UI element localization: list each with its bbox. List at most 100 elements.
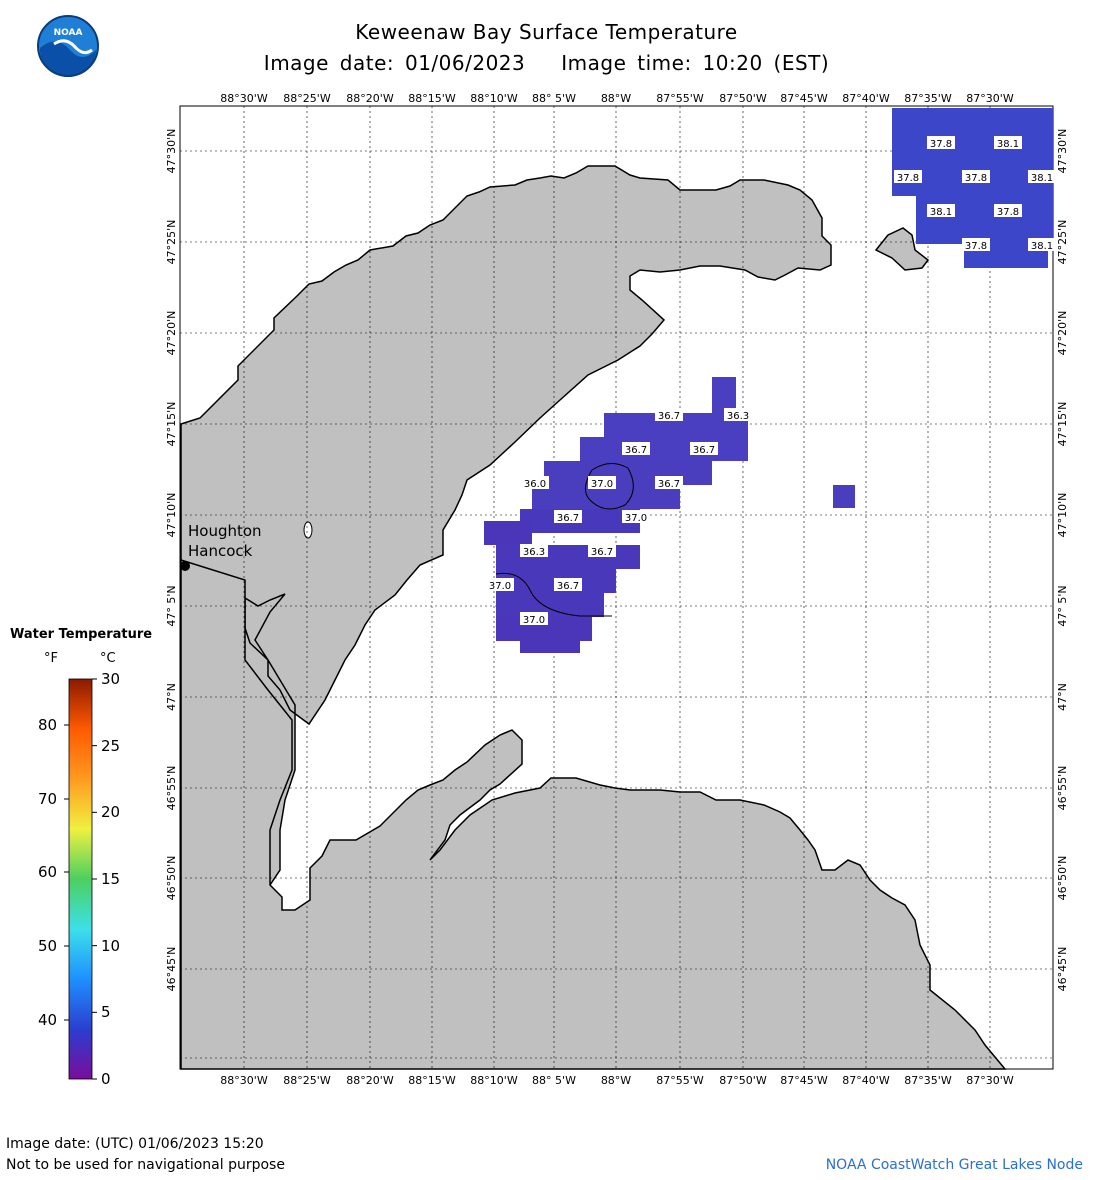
lon-label-bottom: 88° 5'W — [532, 1074, 576, 1087]
temperature-value-label: 37.8 — [962, 170, 990, 184]
lat-label-left: 47°30'N — [165, 129, 178, 174]
temperature-value-label: 37.8 — [894, 170, 922, 184]
lon-label-top: 87°40'W — [842, 92, 890, 105]
lon-label-top: 87°35'W — [904, 92, 952, 105]
temperature-value-label: 37.8 — [962, 238, 990, 252]
lon-label-top: 87°45'W — [780, 92, 828, 105]
temperature-value-labels: 37.8 38.1 37.8 37.8 38.1 37.8 38.1 37.8 38.1 36.7… — [486, 136, 1056, 626]
lat-label-left: 46°50'N — [165, 856, 178, 901]
legend-celsius-tick: 20 — [101, 803, 121, 822]
land-small-island — [874, 227, 930, 271]
lon-label-bottom: 87°55'W — [656, 1074, 704, 1087]
temperature-value-text: 37.8 — [997, 207, 1019, 218]
lat-label-right: 47°20'N — [1056, 311, 1069, 356]
lon-label-top: 87°30'W — [966, 92, 1014, 105]
temperature-pixel — [916, 196, 1053, 244]
temperature-pixel — [892, 108, 1053, 172]
lon-label-bottom: 87°50'W — [719, 1074, 767, 1087]
logo-text: NOAA — [54, 28, 83, 38]
footer-credit: NOAA CoastWatch Great Lakes Node — [825, 1157, 1083, 1173]
temperature-value-label: 38.1 — [1028, 238, 1056, 252]
lon-label-bottom: 88°30'W — [220, 1074, 268, 1087]
legend-fahrenheit-tick: 40 — [38, 1011, 58, 1029]
latitude-labels-right: 47°30'N 47°25'N 47°20'N 47°15'N 47°10'N 47° 5… — [1056, 129, 1069, 992]
temperature-value-text: 36.7 — [557, 581, 579, 592]
temperature-value-text: 36.7 — [658, 411, 680, 422]
lon-label-bottom: 87°35'W — [904, 1074, 952, 1087]
temperature-value-label: 36.7 — [588, 544, 616, 558]
legend-celsius-tick: 10 — [101, 936, 121, 955]
isotherm-37-north — [585, 463, 634, 510]
lat-label-right: 47°N — [1056, 683, 1069, 711]
temperature-pixel — [833, 485, 855, 508]
temperature-value-label: 37.0 — [622, 510, 650, 524]
temperature-value-text: 38.1 — [1031, 173, 1053, 184]
lon-label-top: 88°25'W — [283, 92, 331, 105]
temperature-pixel — [520, 641, 580, 653]
temperature-value-label: 36.3 — [520, 544, 548, 558]
temperature-value-text: 36.7 — [557, 513, 579, 524]
lat-label-left: 47°20'N — [165, 311, 178, 356]
legend-colorbar — [68, 678, 93, 1080]
temperature-pixel — [484, 521, 532, 545]
legend-fahrenheit-tick: 50 — [38, 937, 58, 955]
lon-label-top: 88°W — [601, 92, 631, 105]
temperature-value-text: 37.0 — [591, 479, 613, 490]
lon-label-top: 87°50'W — [719, 92, 767, 105]
land-west-shore — [180, 558, 1007, 1070]
temperature-value-text: 36.3 — [523, 547, 545, 558]
temperature-value-label: 36.7 — [622, 442, 650, 456]
lat-label-right: 46°55'N — [1056, 766, 1069, 811]
temperature-pixel — [712, 377, 736, 413]
lon-label-bottom: 88°15'W — [408, 1074, 456, 1087]
temperature-value-text: 38.1 — [997, 139, 1019, 150]
lon-label-bottom: 87°40'W — [842, 1074, 890, 1087]
temperature-value-text: 36.3 — [727, 411, 749, 422]
lat-label-left: 47° 5'N — [165, 585, 178, 626]
temperature-value-label: 36.7 — [554, 510, 582, 524]
lat-label-right: 47°25'N — [1056, 220, 1069, 265]
lat-label-left: 46°45'N — [165, 947, 178, 992]
temperature-value-label: 38.1 — [1028, 170, 1056, 184]
lat-label-right: 47°15'N — [1056, 402, 1069, 447]
noaa-logo-icon: NOAA — [37, 15, 99, 78]
temperature-value-label: 36.3 — [724, 408, 752, 422]
lon-label-bottom: 88°W — [601, 1074, 631, 1087]
legend-unit-celsius: °C — [100, 651, 116, 666]
lon-label-top: 88°15'W — [408, 92, 456, 105]
lon-label-top: 88°10'W — [470, 92, 518, 105]
temperature-pixel — [496, 593, 604, 617]
temperature-value-label: 36.7 — [655, 408, 683, 422]
land-keweenaw-peninsula — [180, 165, 832, 886]
temperature-pixel — [496, 545, 640, 569]
image-time-label: Image time: 10:20 (EST) — [561, 51, 830, 75]
temperature-pixel — [544, 461, 712, 485]
footer-warning: Not to be used for navigational purpose — [6, 1157, 285, 1173]
temperature-value-label: 37.8 — [994, 204, 1022, 218]
temperature-value-label: 37.0 — [520, 612, 548, 626]
inland-lake — [303, 521, 313, 539]
lat-label-right: 47°10'N — [1056, 493, 1069, 538]
temperature-value-label: 36.7 — [690, 442, 718, 456]
temperature-value-text: 37.0 — [523, 615, 545, 626]
lat-label-right: 47° 5'N — [1056, 585, 1069, 626]
legend-celsius-tick: 25 — [101, 736, 121, 755]
lon-label-bottom: 87°45'W — [780, 1074, 828, 1087]
map-title: Keweenaw Bay Surface Temperature — [355, 20, 738, 44]
temperature-value-text: 36.7 — [658, 479, 680, 490]
lat-label-right: 46°50'N — [1056, 856, 1069, 901]
temperature-value-text: 36.7 — [591, 547, 613, 558]
image-date-label: Image date: 01/06/2023 — [263, 51, 526, 75]
lon-label-bottom: 88°10'W — [470, 1074, 518, 1087]
temperature-value-label: 36.7 — [554, 578, 582, 592]
legend-celsius-tick: 15 — [101, 870, 121, 888]
temperature-value-text: 37.8 — [965, 173, 987, 184]
lat-label-left: 47°25'N — [165, 220, 178, 265]
temperature-value-text: 37.8 — [965, 241, 987, 252]
temperature-value-text: 37.8 — [930, 139, 952, 150]
footer-image-date: Image date: (UTC) 01/06/2023 15:20 — [6, 1136, 264, 1152]
longitude-labels-bottom: 88°30'W 88°25'W 88°20'W 88°15'W 88°10'W 88° 5… — [220, 1074, 1014, 1087]
temperature-value-text: 36.7 — [693, 445, 715, 456]
lon-label-bottom: 88°25'W — [283, 1074, 331, 1087]
temperature-value-label: 38.1 — [927, 204, 955, 218]
